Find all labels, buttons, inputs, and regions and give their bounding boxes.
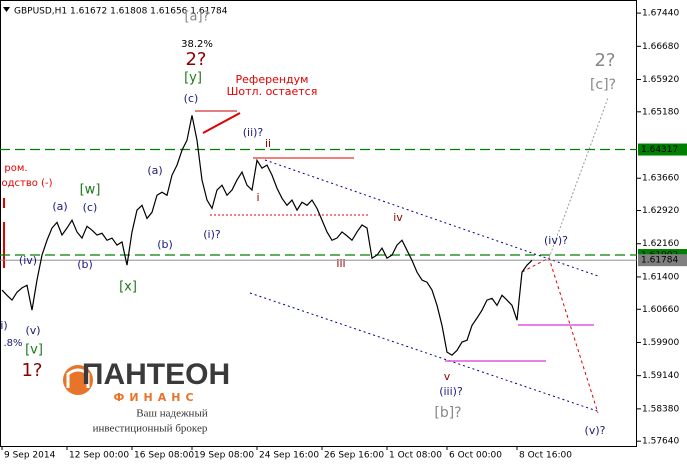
x-tick-label: 9 Sep 2014 [4,451,56,461]
wave-label: 2? [594,50,615,71]
y-tick-label: 1.67440 [642,9,679,19]
wave-label: ii [265,137,271,150]
wave-label: (a) [52,200,67,213]
wave-label: одство (-) [2,178,53,189]
x-tick-label: 16 Sep 08:00 [134,451,194,461]
x-tick-label: 6 Oct 00:00 [449,451,502,461]
y-tick-label: 1.63660 [642,174,679,184]
y-tick-label: 1.66680 [642,42,679,52]
wave-label: (iii)? [439,385,463,398]
wave-label: iv [393,211,403,224]
wave-label: v [444,370,451,383]
logo-tagline: Ваш надежный [136,408,208,420]
wave-label: [w] [80,183,101,198]
wave-label: (b) [77,258,93,271]
y-tick-label: 1.59140 [642,371,679,381]
plot-frame [0,0,637,447]
level-label: 1.61784 [641,256,678,266]
y-tick-label: 1.62920 [642,206,679,216]
y-tick-label: 1.58380 [642,404,679,414]
wave-label: (c) [184,92,199,105]
wave-label: (a) [147,164,162,177]
y-tick-label: 1.59900 [642,338,679,348]
arrow-line [202,112,241,134]
level-label: 1.64317 [641,145,678,155]
wave-label: (i)? [203,228,221,241]
wave-label: 2? [185,49,206,70]
chart-title: GBPUSD,H1 1.61672 1.61808 1.61656 1.6178… [14,7,228,17]
wave-label: i) [0,319,7,332]
wave-label: [y] [184,71,202,86]
y-tick-label: 1.57640 [642,437,679,447]
logo-tagline: инвестиционный брокер [93,423,208,435]
wave-label: ром. [4,163,27,174]
wave-label: 38.2% [181,39,213,50]
y-tick-label: 1.60660 [642,305,679,315]
wave-label: iii [336,257,345,270]
logo-name: ПАНТЕОН [82,358,230,391]
y-tick-label: 1.62160 [642,239,679,249]
wave-label: (v)? [585,424,606,437]
level-label-box [638,143,687,156]
wave-label: (b) [157,238,173,251]
y-tick-label: 1.61400 [642,272,679,282]
wave-label: [v] [25,343,43,358]
wave-label: i [256,191,259,204]
wave-label: [b]? [434,405,461,421]
x-tick-label: 24 Sep 16:00 [259,451,319,461]
wave-label: [a]? [184,10,209,25]
x-tick-label: 8 Oct 16:00 [519,451,572,461]
wave-label: (iv)? [544,234,568,247]
x-tick-label: 19 Sep 08:00 [194,451,254,461]
title-icon [3,7,10,12]
wave-label: [x] [119,280,137,295]
wave-label: (iv) [19,254,37,267]
wave-label: (ii)? [243,126,264,139]
wave-label: [c]? [590,77,616,93]
x-tick-label: 12 Sep 00:00 [69,451,129,461]
wave-label: .8% [3,338,22,349]
x-tick-label: 1 Oct 08:00 [389,451,442,461]
y-tick-label: 1.65920 [642,75,679,85]
wave-label: Шотл. остается [227,85,318,98]
price-line [1,115,533,356]
x-tick-label: 26 Sep 16:00 [324,451,384,461]
wave-label: (v) [25,324,40,337]
channel-line [264,159,599,277]
logo-sub: ФИНАНС [113,391,198,404]
channel-line [249,292,601,413]
wave-label: (c) [83,201,98,214]
wave-label: Референдум [236,73,309,86]
wave-label: 1? [21,360,42,381]
logo: ПАНТЕОН ФИНАНС Ваш надежный инвестиционн… [63,358,230,435]
y-tick-label: 1.65180 [642,107,679,117]
projection-line [548,97,609,259]
logo-icon [66,368,90,388]
level-label-box [638,254,687,267]
